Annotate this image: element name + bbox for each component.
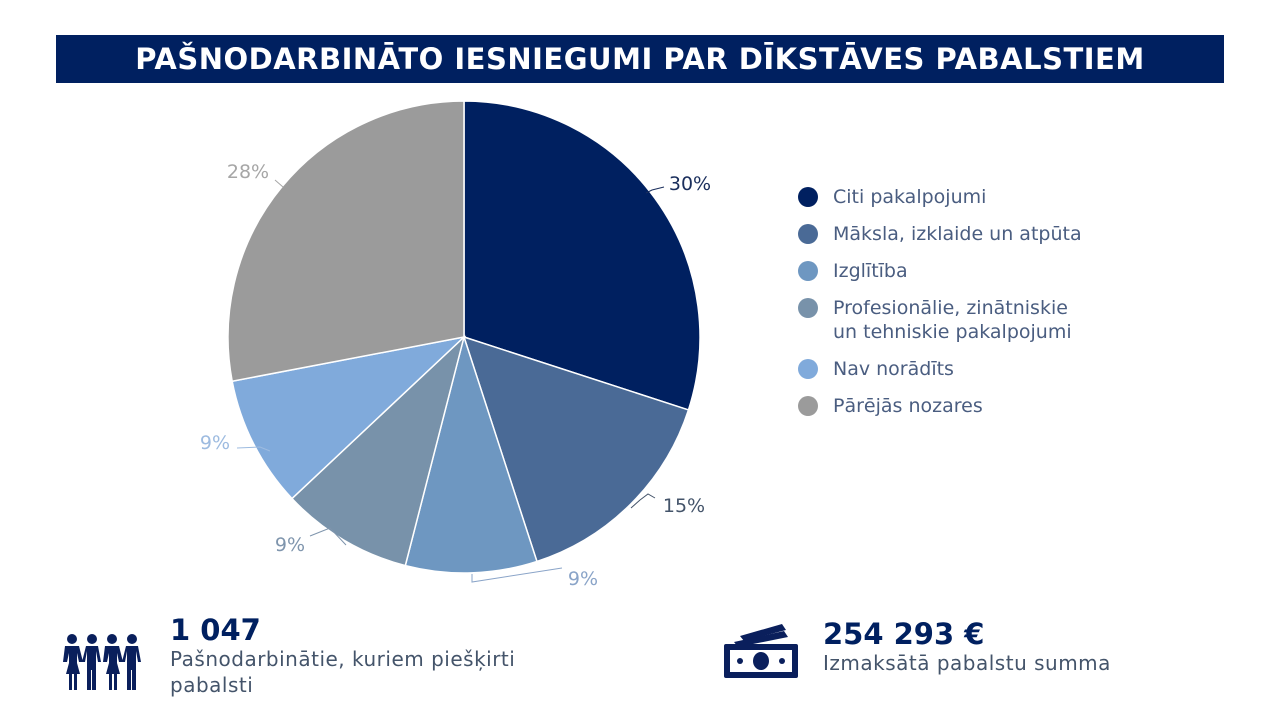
leader-line [630,493,656,509]
leader-line [645,186,665,194]
recipients-label: Pašnodarbinātie, kuriem piešķirti pabals… [170,647,516,697]
legend-marker [798,224,818,244]
recipients-stat: 1 047 Pašnodarbinātie, kuriem piešķirti … [170,614,630,698]
leader-line [236,446,271,452]
pie-slice [227,100,465,383]
people-group-icon [63,634,141,690]
amount-value: 254 293 € [823,617,985,651]
data-label: 9% [200,432,230,454]
legend-item: Profesionālie, zinātniskie un tehniskie … [798,296,1098,344]
leader-line [471,567,563,583]
page-title: PAŠNODARBINĀTO IESNIEGUMI PAR DĪKSTĀVES … [135,42,1145,76]
legend-label: Nav norādīts [833,358,954,380]
data-label: 9% [568,568,598,590]
chart-legend: Citi pakalpojumi Māksla, izklaide un atp… [798,185,1098,431]
legend-item: Citi pakalpojumi [798,185,1098,209]
legend-marker [798,359,818,379]
legend-item: Izglītība [798,259,1098,283]
data-label: 28% [227,161,269,183]
pie-slice [404,334,538,574]
amount-label: Izmaksātā pabalstu summa [823,651,1111,675]
data-labels: 30% 15% 9% 9% 9% 28% [200,161,711,590]
legend-label: Citi pakalpojumi [833,186,987,208]
data-label: 30% [669,173,711,195]
amount-stat: 254 293 € Izmaksātā pabalstu summa [823,618,1243,676]
title-banner: PAŠNODARBINĀTO IESNIEGUMI PAR DĪKSTĀVES … [56,35,1224,83]
data-label: 15% [663,495,705,517]
data-label: 9% [275,534,305,556]
legend-marker [798,187,818,207]
legend-item: Nav norādīts [798,357,1098,381]
recipients-count: 1 047 [170,613,261,647]
pie-slice [290,334,466,567]
legend-marker [798,298,818,318]
legend-label: Māksla, izklaide un atpūta [833,223,1082,245]
leader-line [309,527,347,546]
pie-slice [463,100,701,411]
pie-slice [462,335,690,563]
legend-label: Izglītība [833,260,908,282]
legend-label: Pārējās nozares [833,395,983,417]
leader-line [274,179,284,188]
legend-marker [798,261,818,281]
leader-lines [236,179,665,583]
banknotes-icon [724,624,798,678]
legend-item: Māksla, izklaide un atpūta [798,222,1098,246]
pie-slice [231,335,467,500]
legend-item: Pārējās nozares [798,394,1098,418]
pie-slices [227,100,701,574]
legend-label: Profesionālie, zinātniskie un tehniskie … [833,297,1072,343]
legend-marker [798,396,818,416]
